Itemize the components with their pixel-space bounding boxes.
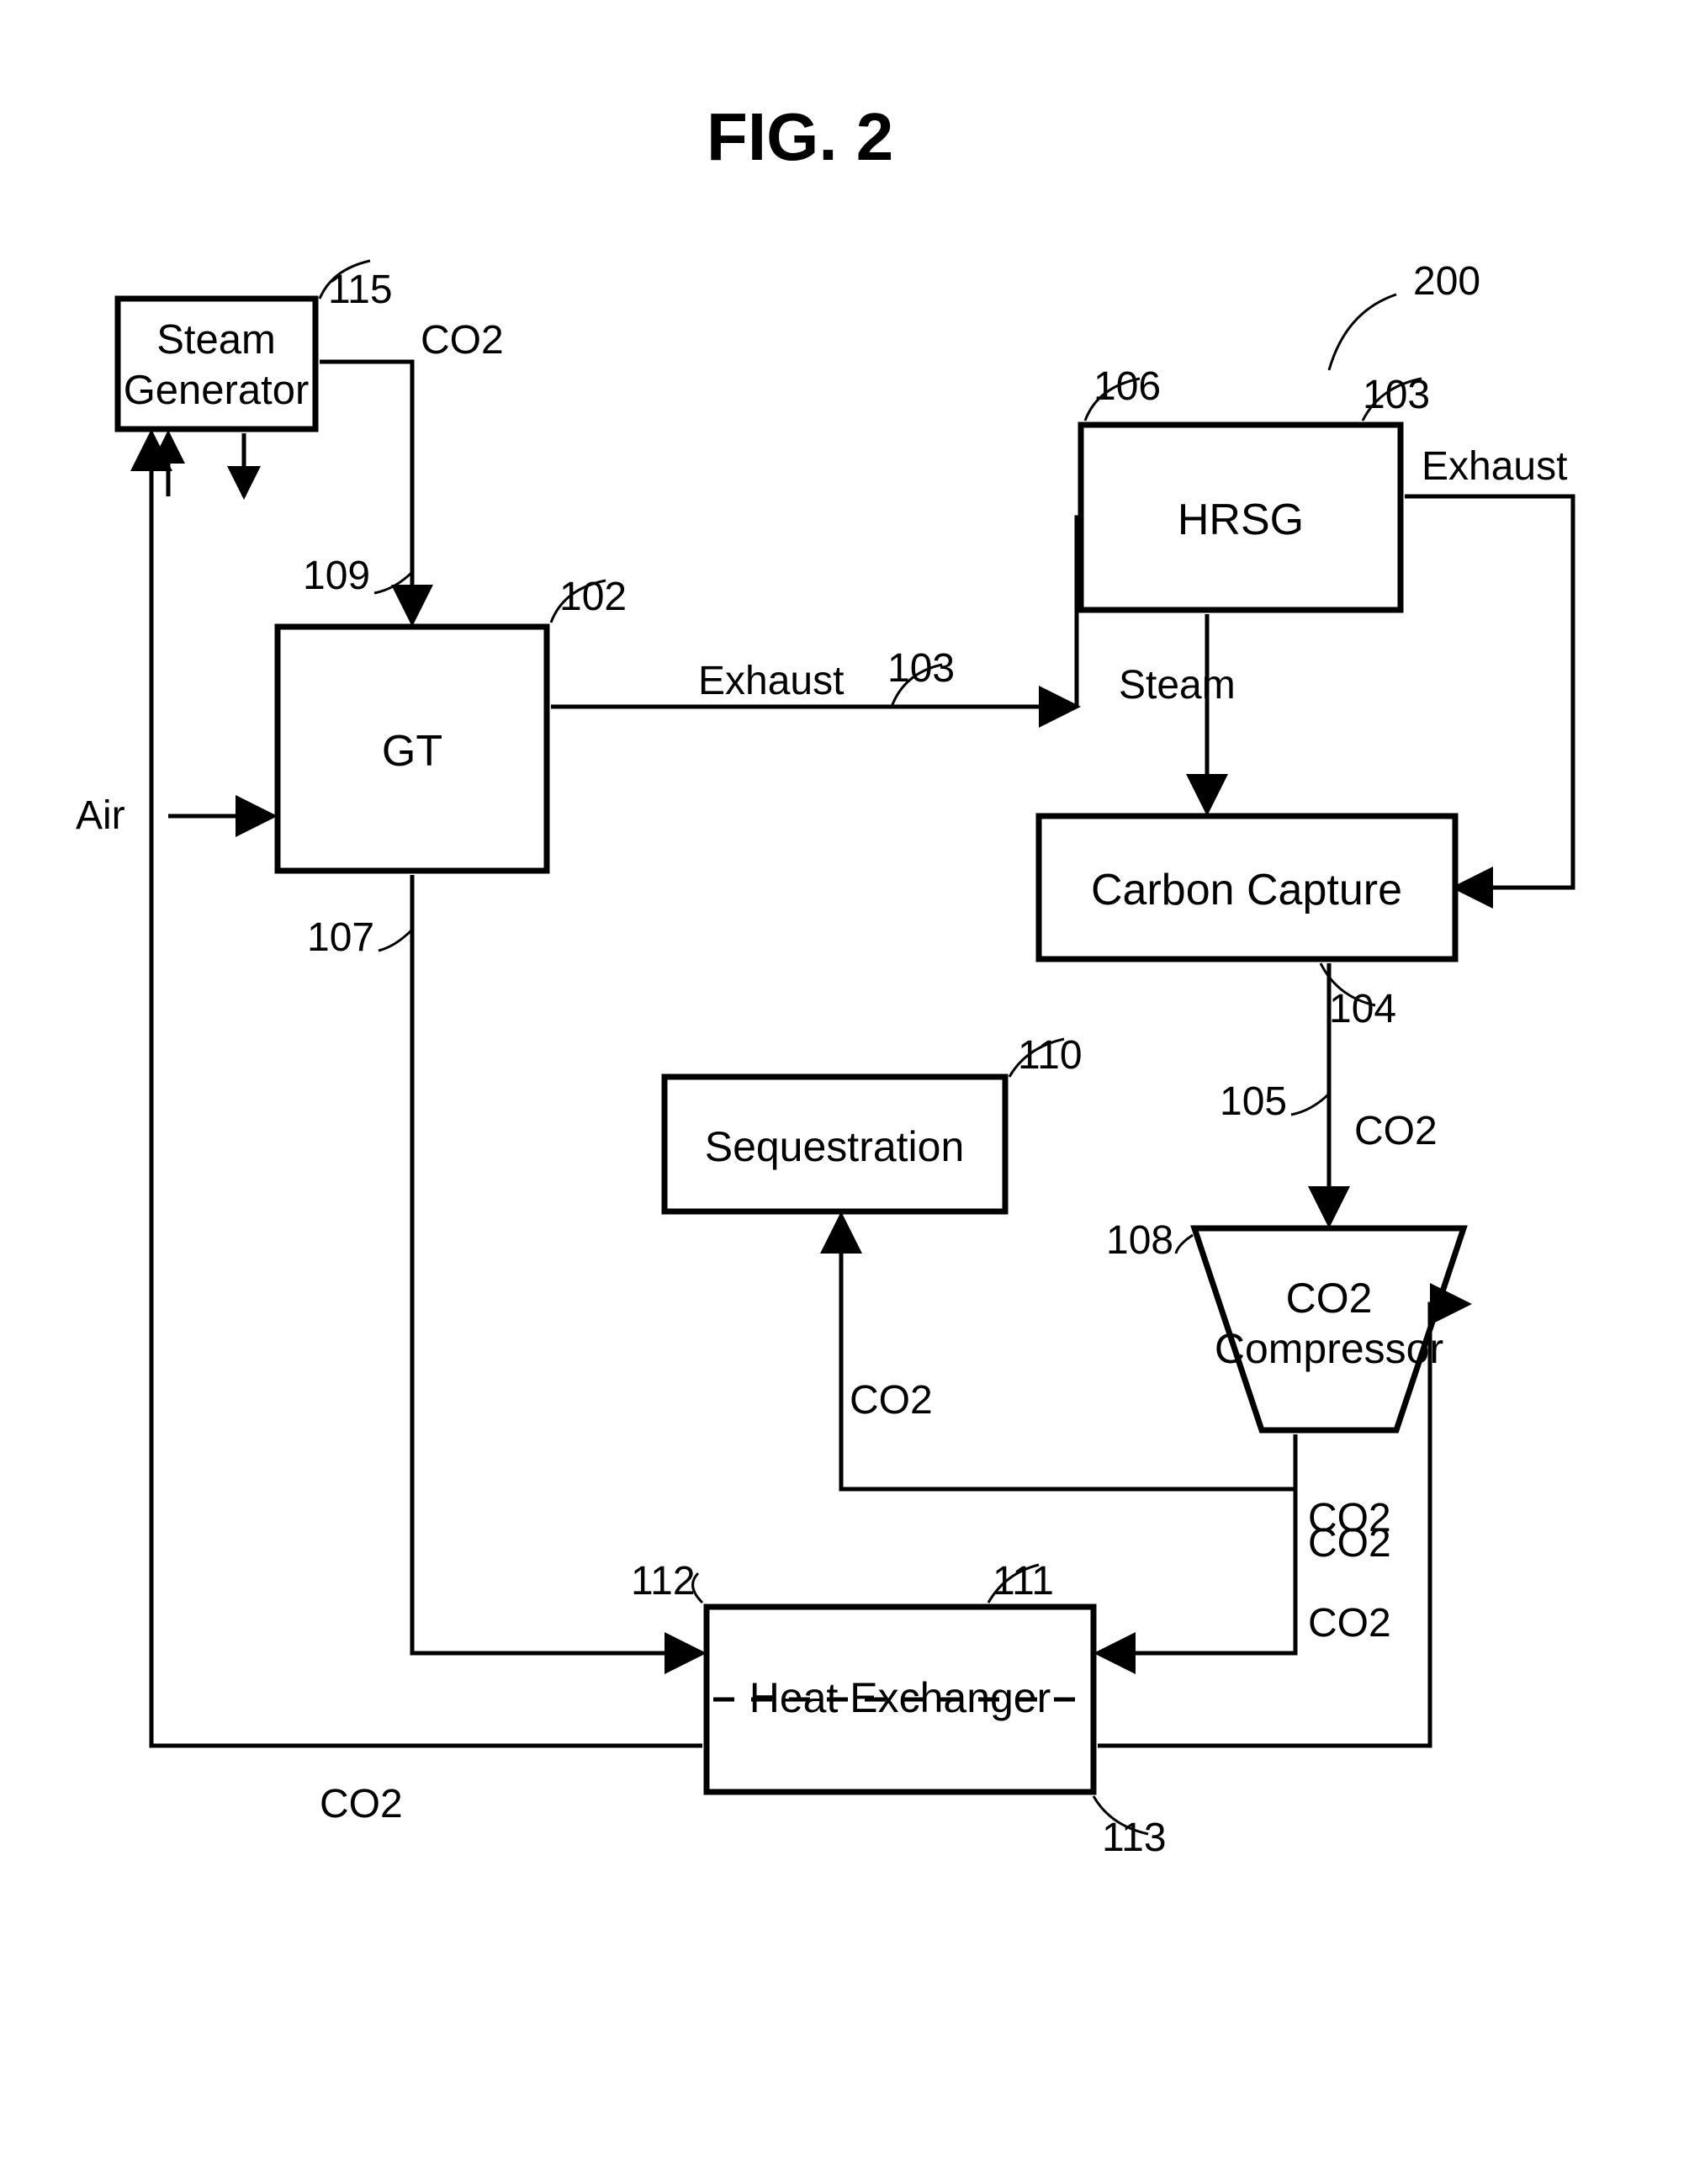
svg-text:Exhaust: Exhaust (698, 659, 844, 703)
svg-text:Air: Air (76, 793, 125, 838)
gt-block: GT (278, 627, 547, 871)
svg-text:GT: GT (382, 727, 442, 776)
lead-105 (1291, 1094, 1329, 1115)
gt-to-hrsg: Exhaust (551, 659, 1077, 707)
carbon-capture-block: Carbon Capture (1039, 816, 1455, 959)
ref-106: 106 (1093, 364, 1161, 409)
gt-to-hx (412, 875, 702, 1653)
heat-exchanger-block: Heat Exchanger (707, 1607, 1093, 1792)
ref-200: 200 (1413, 259, 1480, 304)
hrsg-steam: Steam (1119, 614, 1236, 812)
svg-text:CO2: CO2 (850, 1378, 933, 1423)
svg-text:Sequestration: Sequestration (705, 1123, 965, 1170)
ref-111: 111 (993, 1559, 1054, 1604)
air-inlet: Air (76, 793, 273, 838)
lead-107 (379, 930, 412, 951)
ref-113: 113 (1102, 1816, 1167, 1860)
svg-text:CO2: CO2 (1308, 1521, 1391, 1566)
svg-text:Steam: Steam (156, 317, 276, 363)
ref-112: 112 (631, 1559, 696, 1604)
figure-title: FIG. 2 (707, 99, 893, 174)
hrsg-block: HRSG (1081, 425, 1401, 610)
lead-109 (374, 572, 412, 593)
svg-text:CO2: CO2 (1286, 1275, 1373, 1322)
lead-200 (1329, 294, 1396, 370)
svg-text:Exhaust: Exhaust (1422, 444, 1567, 489)
sequestration-block: Sequestration (665, 1077, 1005, 1211)
ref-104: 104 (1329, 987, 1396, 1031)
ref-105: 105 (1220, 1079, 1287, 1124)
ref-107: 107 (307, 915, 374, 960)
svg-text:HRSG: HRSG (1178, 496, 1304, 544)
ref-108: 108 (1106, 1218, 1173, 1263)
svg-text:Heat Exchanger: Heat Exchanger (749, 1674, 1051, 1721)
ref-109: 109 (303, 554, 370, 598)
svg-text:CO2: CO2 (421, 318, 504, 363)
svg-text:Compressor: Compressor (1215, 1325, 1443, 1372)
svg-text:CO2: CO2 (320, 1782, 403, 1826)
lead-108-ok (1176, 1235, 1193, 1254)
svg-text:Steam: Steam (1119, 663, 1236, 708)
svg-text:Generator: Generator (124, 368, 310, 413)
co2-compressor-block: CO2 Compressor (1194, 1228, 1464, 1430)
ref-103a: 103 (887, 646, 955, 691)
svg-text:CO2: CO2 (1354, 1109, 1438, 1153)
svg-text:Carbon Capture: Carbon Capture (1091, 866, 1402, 914)
steam-generator-block: Steam Generator (118, 299, 315, 429)
svg-text:CO2: CO2 (1308, 1601, 1391, 1646)
exhaust-riser (1077, 517, 1078, 707)
